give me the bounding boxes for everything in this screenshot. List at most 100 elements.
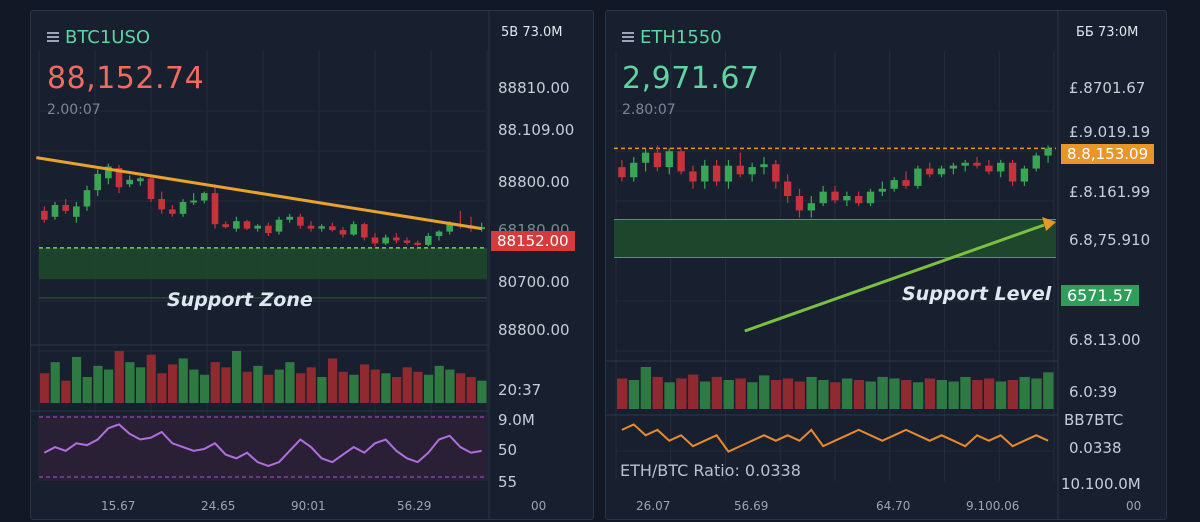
volume-bar bbox=[125, 362, 135, 403]
eth-chart-panel: ETH1550 2,971.67 2.80:07 ББ 73:0M £.8701… bbox=[605, 10, 1167, 520]
btc-symbol-label: BTC1USO bbox=[65, 27, 151, 48]
btc-price: 88,152.74 bbox=[47, 61, 205, 96]
candle bbox=[855, 196, 863, 204]
volume-bar bbox=[924, 378, 936, 409]
candle bbox=[1008, 162, 1017, 182]
volume-bar bbox=[936, 379, 947, 409]
btc-indicator-label: 50 bbox=[498, 441, 518, 459]
volume-bar bbox=[1031, 378, 1042, 409]
candle bbox=[190, 200, 197, 203]
candle bbox=[275, 219, 283, 232]
candle bbox=[843, 196, 851, 201]
volume-bar bbox=[1043, 372, 1054, 409]
candle bbox=[997, 162, 1005, 172]
candle bbox=[169, 209, 176, 214]
candle bbox=[772, 164, 780, 182]
volume-bar bbox=[445, 369, 455, 403]
candle bbox=[211, 193, 219, 225]
eth-chart-canvas bbox=[606, 11, 1059, 519]
volume-bar bbox=[306, 367, 316, 403]
candle bbox=[878, 188, 887, 192]
candle bbox=[297, 216, 304, 226]
ratio-line bbox=[621, 423, 1049, 453]
volume-bar bbox=[242, 371, 252, 403]
volume-bar bbox=[328, 358, 338, 403]
volume-bar bbox=[317, 377, 327, 403]
candle bbox=[105, 166, 112, 179]
volume-bar bbox=[93, 365, 103, 403]
volume-bar bbox=[424, 374, 434, 403]
candle bbox=[126, 179, 133, 185]
candle bbox=[736, 165, 744, 175]
support-zone-label: Support Zone bbox=[167, 289, 313, 311]
list-icon bbox=[622, 31, 634, 44]
btc-chart-canvas bbox=[31, 11, 490, 519]
btc-time: 2.00:07 bbox=[47, 102, 101, 118]
eth-price: 2,971.67 bbox=[622, 61, 760, 96]
volume-bar bbox=[360, 364, 370, 403]
candle bbox=[748, 167, 756, 175]
eth-symbol[interactable]: ETH1550 bbox=[622, 27, 722, 48]
candle bbox=[83, 190, 91, 207]
btc-time-label: 15.67 bbox=[101, 499, 136, 513]
volume-bar bbox=[735, 378, 746, 409]
volume-bar bbox=[1007, 379, 1018, 409]
eth-time-label: 64.70 bbox=[876, 499, 911, 513]
candle bbox=[902, 180, 910, 186]
candle bbox=[890, 180, 898, 189]
volume-bar bbox=[157, 373, 167, 403]
eth-symbol-label: ETH1550 bbox=[640, 27, 722, 48]
candle bbox=[371, 237, 379, 244]
volume-bar bbox=[72, 356, 82, 403]
volume-bar bbox=[200, 374, 210, 403]
volume-bar bbox=[652, 376, 663, 409]
candle bbox=[831, 191, 839, 201]
candle bbox=[760, 164, 768, 168]
volume-bar bbox=[1019, 376, 1030, 409]
candle bbox=[201, 193, 208, 201]
volume-bar bbox=[723, 379, 734, 409]
volume-bar bbox=[711, 376, 723, 409]
eth-axis-label: 6.0:39 bbox=[1069, 383, 1117, 401]
btc-axis-label: 88800.00 bbox=[498, 173, 570, 191]
candle bbox=[937, 168, 946, 175]
volume-bar bbox=[274, 369, 284, 403]
candle bbox=[339, 230, 347, 235]
volume-bar bbox=[221, 367, 231, 403]
volume-bar bbox=[912, 382, 924, 409]
btc-corner-label: 00 bbox=[531, 499, 547, 513]
candle bbox=[414, 242, 421, 245]
volume-bar bbox=[841, 378, 853, 409]
candle bbox=[689, 171, 697, 182]
volume-bar bbox=[285, 362, 295, 403]
candle bbox=[435, 231, 443, 237]
candle bbox=[712, 165, 721, 182]
candle bbox=[641, 152, 650, 163]
eth-corner-label: 00 bbox=[1126, 499, 1142, 513]
candle bbox=[961, 162, 969, 166]
volume-bar bbox=[747, 382, 758, 409]
volume-bar bbox=[830, 382, 841, 409]
volume-bar bbox=[477, 380, 487, 403]
btc-symbol[interactable]: BTC1USO bbox=[47, 27, 150, 48]
candle bbox=[361, 224, 368, 238]
candle bbox=[926, 168, 934, 175]
candle bbox=[618, 167, 626, 178]
candle bbox=[701, 165, 709, 182]
volume-bar bbox=[253, 365, 263, 403]
btc-time-label: 56.29 bbox=[397, 499, 432, 513]
volume-bar bbox=[434, 365, 444, 403]
volume-bar bbox=[392, 377, 402, 403]
candle bbox=[115, 167, 123, 188]
candle bbox=[677, 151, 685, 172]
volume-bar bbox=[818, 379, 829, 409]
eth-btc-ratio-label: ETH/BTC Ratio: 0.0338 bbox=[620, 461, 801, 480]
volume-bar bbox=[104, 369, 114, 403]
volume-bar bbox=[349, 374, 359, 403]
volume-bar bbox=[136, 367, 146, 403]
candle bbox=[233, 221, 240, 229]
volume-bar bbox=[296, 373, 306, 403]
volume-bar bbox=[806, 376, 817, 409]
volume-bar bbox=[40, 373, 50, 403]
volume-bar bbox=[782, 378, 794, 409]
